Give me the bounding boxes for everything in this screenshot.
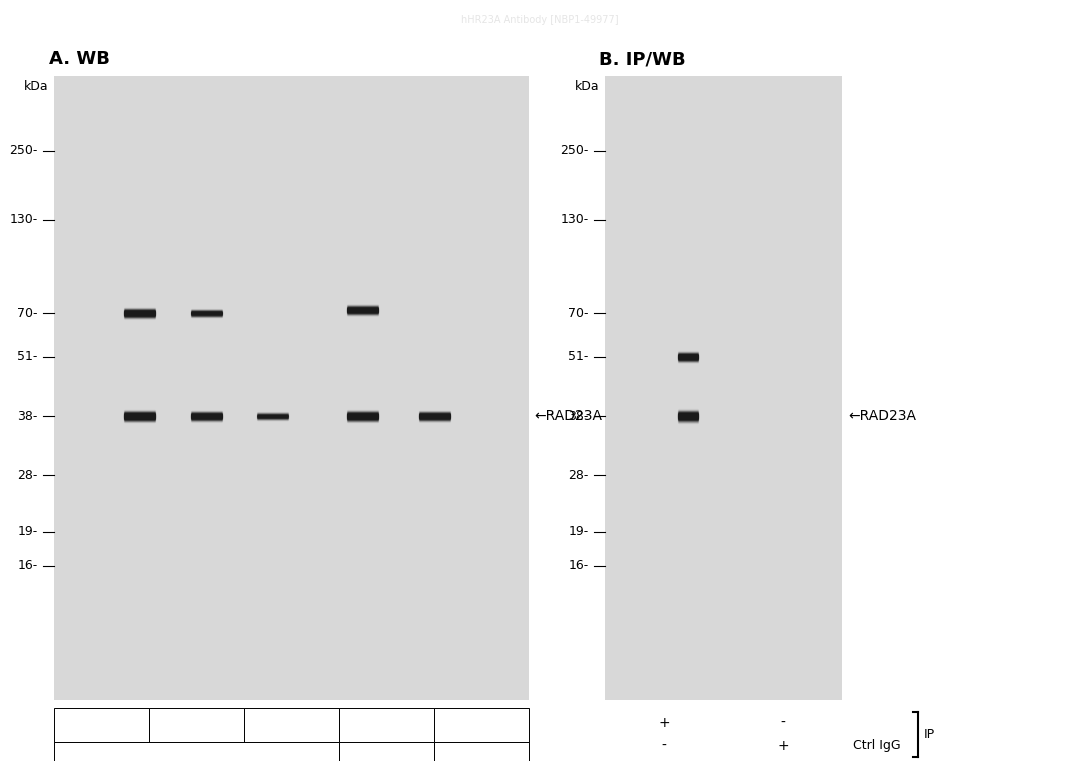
- Text: B. IP/WB: B. IP/WB: [599, 50, 686, 68]
- Bar: [434, 708, 529, 742]
- Text: M: M: [476, 753, 487, 761]
- Text: IP: IP: [923, 728, 934, 741]
- Text: 5: 5: [287, 718, 296, 731]
- Text: ←RAD23A: ←RAD23A: [848, 409, 916, 423]
- Text: 51-: 51-: [568, 350, 589, 364]
- Text: 50: 50: [379, 718, 394, 731]
- Text: 28-: 28-: [17, 469, 38, 482]
- Text: hHR23A Antibody [NBP1-49977]: hHR23A Antibody [NBP1-49977]: [461, 15, 619, 25]
- Text: 16-: 16-: [568, 559, 589, 572]
- Text: 51-: 51-: [17, 350, 38, 364]
- Bar: [244, 708, 339, 742]
- Text: 70-: 70-: [17, 307, 38, 320]
- Text: +: +: [659, 716, 670, 730]
- Bar: [149, 708, 244, 742]
- Text: 28-: 28-: [568, 469, 589, 482]
- Text: -: -: [662, 739, 666, 753]
- Text: 38-: 38-: [17, 409, 38, 422]
- Text: 50: 50: [94, 718, 109, 731]
- Text: 38-: 38-: [568, 409, 589, 422]
- Bar: [605, 76, 842, 700]
- Bar: [434, 742, 529, 761]
- Text: kDa: kDa: [24, 80, 49, 93]
- Text: HeLa: HeLa: [180, 753, 213, 761]
- Text: 130-: 130-: [10, 213, 38, 226]
- Bar: [339, 742, 434, 761]
- Text: T: T: [382, 753, 391, 761]
- Text: 15: 15: [189, 718, 204, 731]
- Text: 50: 50: [474, 718, 489, 731]
- Text: 70-: 70-: [568, 307, 589, 320]
- Text: -: -: [781, 716, 785, 730]
- Bar: [54, 742, 339, 761]
- Bar: [54, 76, 529, 700]
- Text: Ctrl IgG: Ctrl IgG: [853, 739, 901, 753]
- Text: 130-: 130-: [561, 213, 589, 226]
- Text: 19-: 19-: [17, 525, 38, 538]
- Text: 16-: 16-: [17, 559, 38, 572]
- Text: 250-: 250-: [561, 145, 589, 158]
- Text: 19-: 19-: [568, 525, 589, 538]
- Text: +: +: [778, 739, 788, 753]
- Bar: [54, 708, 149, 742]
- Bar: [339, 708, 434, 742]
- Text: kDa: kDa: [575, 80, 599, 93]
- Text: ←RAD23A: ←RAD23A: [535, 409, 603, 423]
- Text: 250-: 250-: [10, 145, 38, 158]
- Text: A. WB: A. WB: [49, 50, 109, 68]
